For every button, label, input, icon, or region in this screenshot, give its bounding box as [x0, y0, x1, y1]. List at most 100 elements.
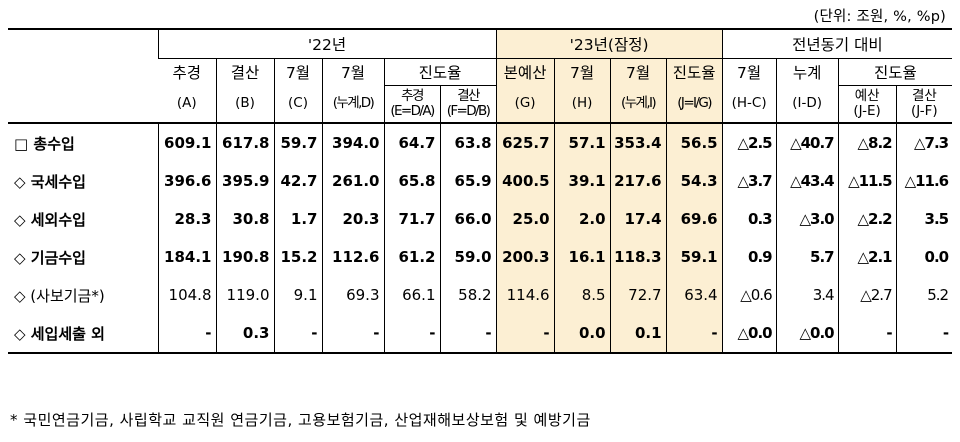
table-cell: -: [837, 314, 897, 354]
table-cell: 0.1: [609, 314, 667, 354]
table-cell: 625.7: [495, 123, 555, 162]
table-cell: △8.2: [837, 123, 897, 162]
header-col-e-top: 추경: [401, 88, 424, 104]
header-progress-2022: 진도율: [383, 58, 497, 86]
table-cell: -: [383, 314, 440, 354]
table-cell: △7.3: [895, 123, 953, 162]
header-col-jf: 결산 (J-F): [895, 85, 953, 124]
table-cell: 66.1: [383, 276, 440, 314]
header-col-e-bottom: (E=D/A): [390, 103, 435, 119]
table-cell: 25.0: [495, 200, 555, 238]
header-col-d-top: 7월: [321, 58, 384, 86]
revenue-table: '22년 '23년(잠정) 전년동기 대비 추경 결산 7월 7월 진도율 본예…: [8, 28, 953, 354]
table-cell: △2.2: [837, 200, 897, 238]
header-col-c-top: 7월: [273, 58, 322, 86]
table-cell: △2.7: [837, 276, 897, 314]
table-cell: 396.6: [157, 162, 216, 200]
table-cell: △0.0: [721, 314, 777, 354]
header-col-i-top: 7월: [609, 58, 667, 86]
table-cell: 5.2: [895, 276, 953, 314]
table-cell: 190.8: [215, 238, 274, 276]
table-cell: 69.6: [665, 200, 723, 238]
table-cell: 57.1: [553, 123, 611, 162]
header-col-jf-top: 결산: [911, 88, 937, 104]
table-cell: 394.0: [321, 123, 384, 162]
header-col-d-bottom: (누계,D): [321, 85, 384, 124]
table-cell: 63.8: [439, 123, 497, 162]
table-cell: 61.2: [383, 238, 440, 276]
header-group-2022: '22년: [157, 28, 497, 59]
table-cell: 15.2: [273, 238, 322, 276]
row-label: ◇ 국세수입: [14, 172, 86, 191]
header-col-jf-bottom: (J-F): [911, 103, 938, 119]
header-col-a-top: 추경: [172, 64, 202, 83]
table-cell: △2.1: [837, 238, 897, 276]
header-progress-yoy: 진도율: [837, 58, 953, 86]
table-cell: 9.1: [273, 276, 322, 314]
table-cell: -: [321, 314, 384, 354]
table-cell: -: [495, 314, 555, 354]
table-cell: 0.9: [721, 238, 777, 276]
header-col-je-bottom: (J-E): [853, 103, 881, 119]
table-cell: △3.7: [721, 162, 777, 200]
row-label: ◇ 기금수입: [14, 248, 86, 267]
header-row-groups: '22년 '23년(잠정) 전년동기 대비: [8, 28, 953, 124]
table-cell: 118.3: [609, 238, 667, 276]
table-cell: 217.6: [609, 162, 667, 200]
table-cell: △11.5: [837, 162, 897, 200]
table-cell: 64.7: [383, 123, 440, 162]
table-cell: 59.1: [665, 238, 723, 276]
table-cell: 395.9: [215, 162, 274, 200]
header-col-id-top: 누계: [775, 58, 839, 86]
table-row: ◇ 세입세출 외 -0.3- - - - -0.0 0.1- △0.0 △0.0- -: [8, 314, 953, 354]
row-label: □ 총수입: [14, 134, 75, 153]
header-col-g-top: 본예산: [495, 58, 555, 86]
table-cell: 609.1: [157, 123, 216, 162]
header-group-2023: '23년(잠정): [495, 28, 723, 59]
table-cell: 0.3: [215, 314, 274, 354]
table-cell: 8.5: [553, 276, 611, 314]
header-col-i-bottom: (누계,I): [609, 85, 667, 124]
table-cell: 114.6: [495, 276, 555, 314]
table-body: □ 총수입 609.1 617.8 59.7 394.0 64.7 63.8 625.7 57.…: [8, 123, 953, 354]
table-cell: 72.7: [609, 276, 667, 314]
header-col-je: 예산 (J-E): [837, 85, 897, 124]
header-blank-cell: [8, 28, 158, 124]
table-cell: 184.1: [157, 238, 216, 276]
header-col-a-bottom: (A): [158, 85, 216, 124]
table-cell: △3.0: [775, 200, 839, 238]
table-cell: 16.1: [553, 238, 611, 276]
table-cell: 3.4: [775, 276, 839, 314]
table-cell: 65.9: [439, 162, 497, 200]
table-cell: 17.4: [609, 200, 667, 238]
row-label: ◇ (사보기금*): [14, 286, 105, 305]
row-label: ◇ 세외수입: [14, 210, 86, 229]
table-cell: -: [157, 314, 216, 354]
table-cell: 54.3: [665, 162, 723, 200]
header-col-f: 결산 (F=D/B): [439, 85, 497, 124]
table-cell: 63.4: [665, 276, 723, 314]
table-cell: 65.8: [383, 162, 440, 200]
table-cell: 2.0: [553, 200, 611, 238]
table-cell: -: [439, 314, 497, 354]
table-cell: 353.4: [609, 123, 667, 162]
table-cell: 69.3: [321, 276, 384, 314]
table-cell: 5.7: [775, 238, 839, 276]
table-cell: 261.0: [321, 162, 384, 200]
header-col-id-bottom: (I-D): [775, 85, 839, 124]
header-col-hc-bottom: (H-C): [721, 85, 777, 124]
header-col-c-bottom: (C): [273, 85, 322, 124]
header-col-h-top: 7월: [553, 58, 611, 86]
table-cell: 104.8: [157, 276, 216, 314]
table-cell: -: [273, 314, 322, 354]
header-col-b-top: 결산: [215, 58, 274, 86]
header-col-je-top: 예산: [854, 88, 880, 104]
table-cell: 42.7: [273, 162, 322, 200]
table-cell: 56.5: [665, 123, 723, 162]
table-cell: 66.0: [439, 200, 497, 238]
footnote: * 국민연금기금, 사립학교 교직원 연금기금, 고용보험기금, 산업재해보상보…: [10, 411, 591, 429]
table-row: □ 총수입 609.1 617.8 59.7 394.0 64.7 63.8 625.7 57.…: [8, 123, 953, 162]
header-col-f-top: 결산: [457, 88, 480, 104]
header-col-f-bottom: (F=D/B): [446, 103, 491, 119]
table-row: ◇ 세외수입 28.3 30.8 1.7 20.3 71.7 66.0 25.0 2.0 17.4…: [8, 200, 953, 238]
